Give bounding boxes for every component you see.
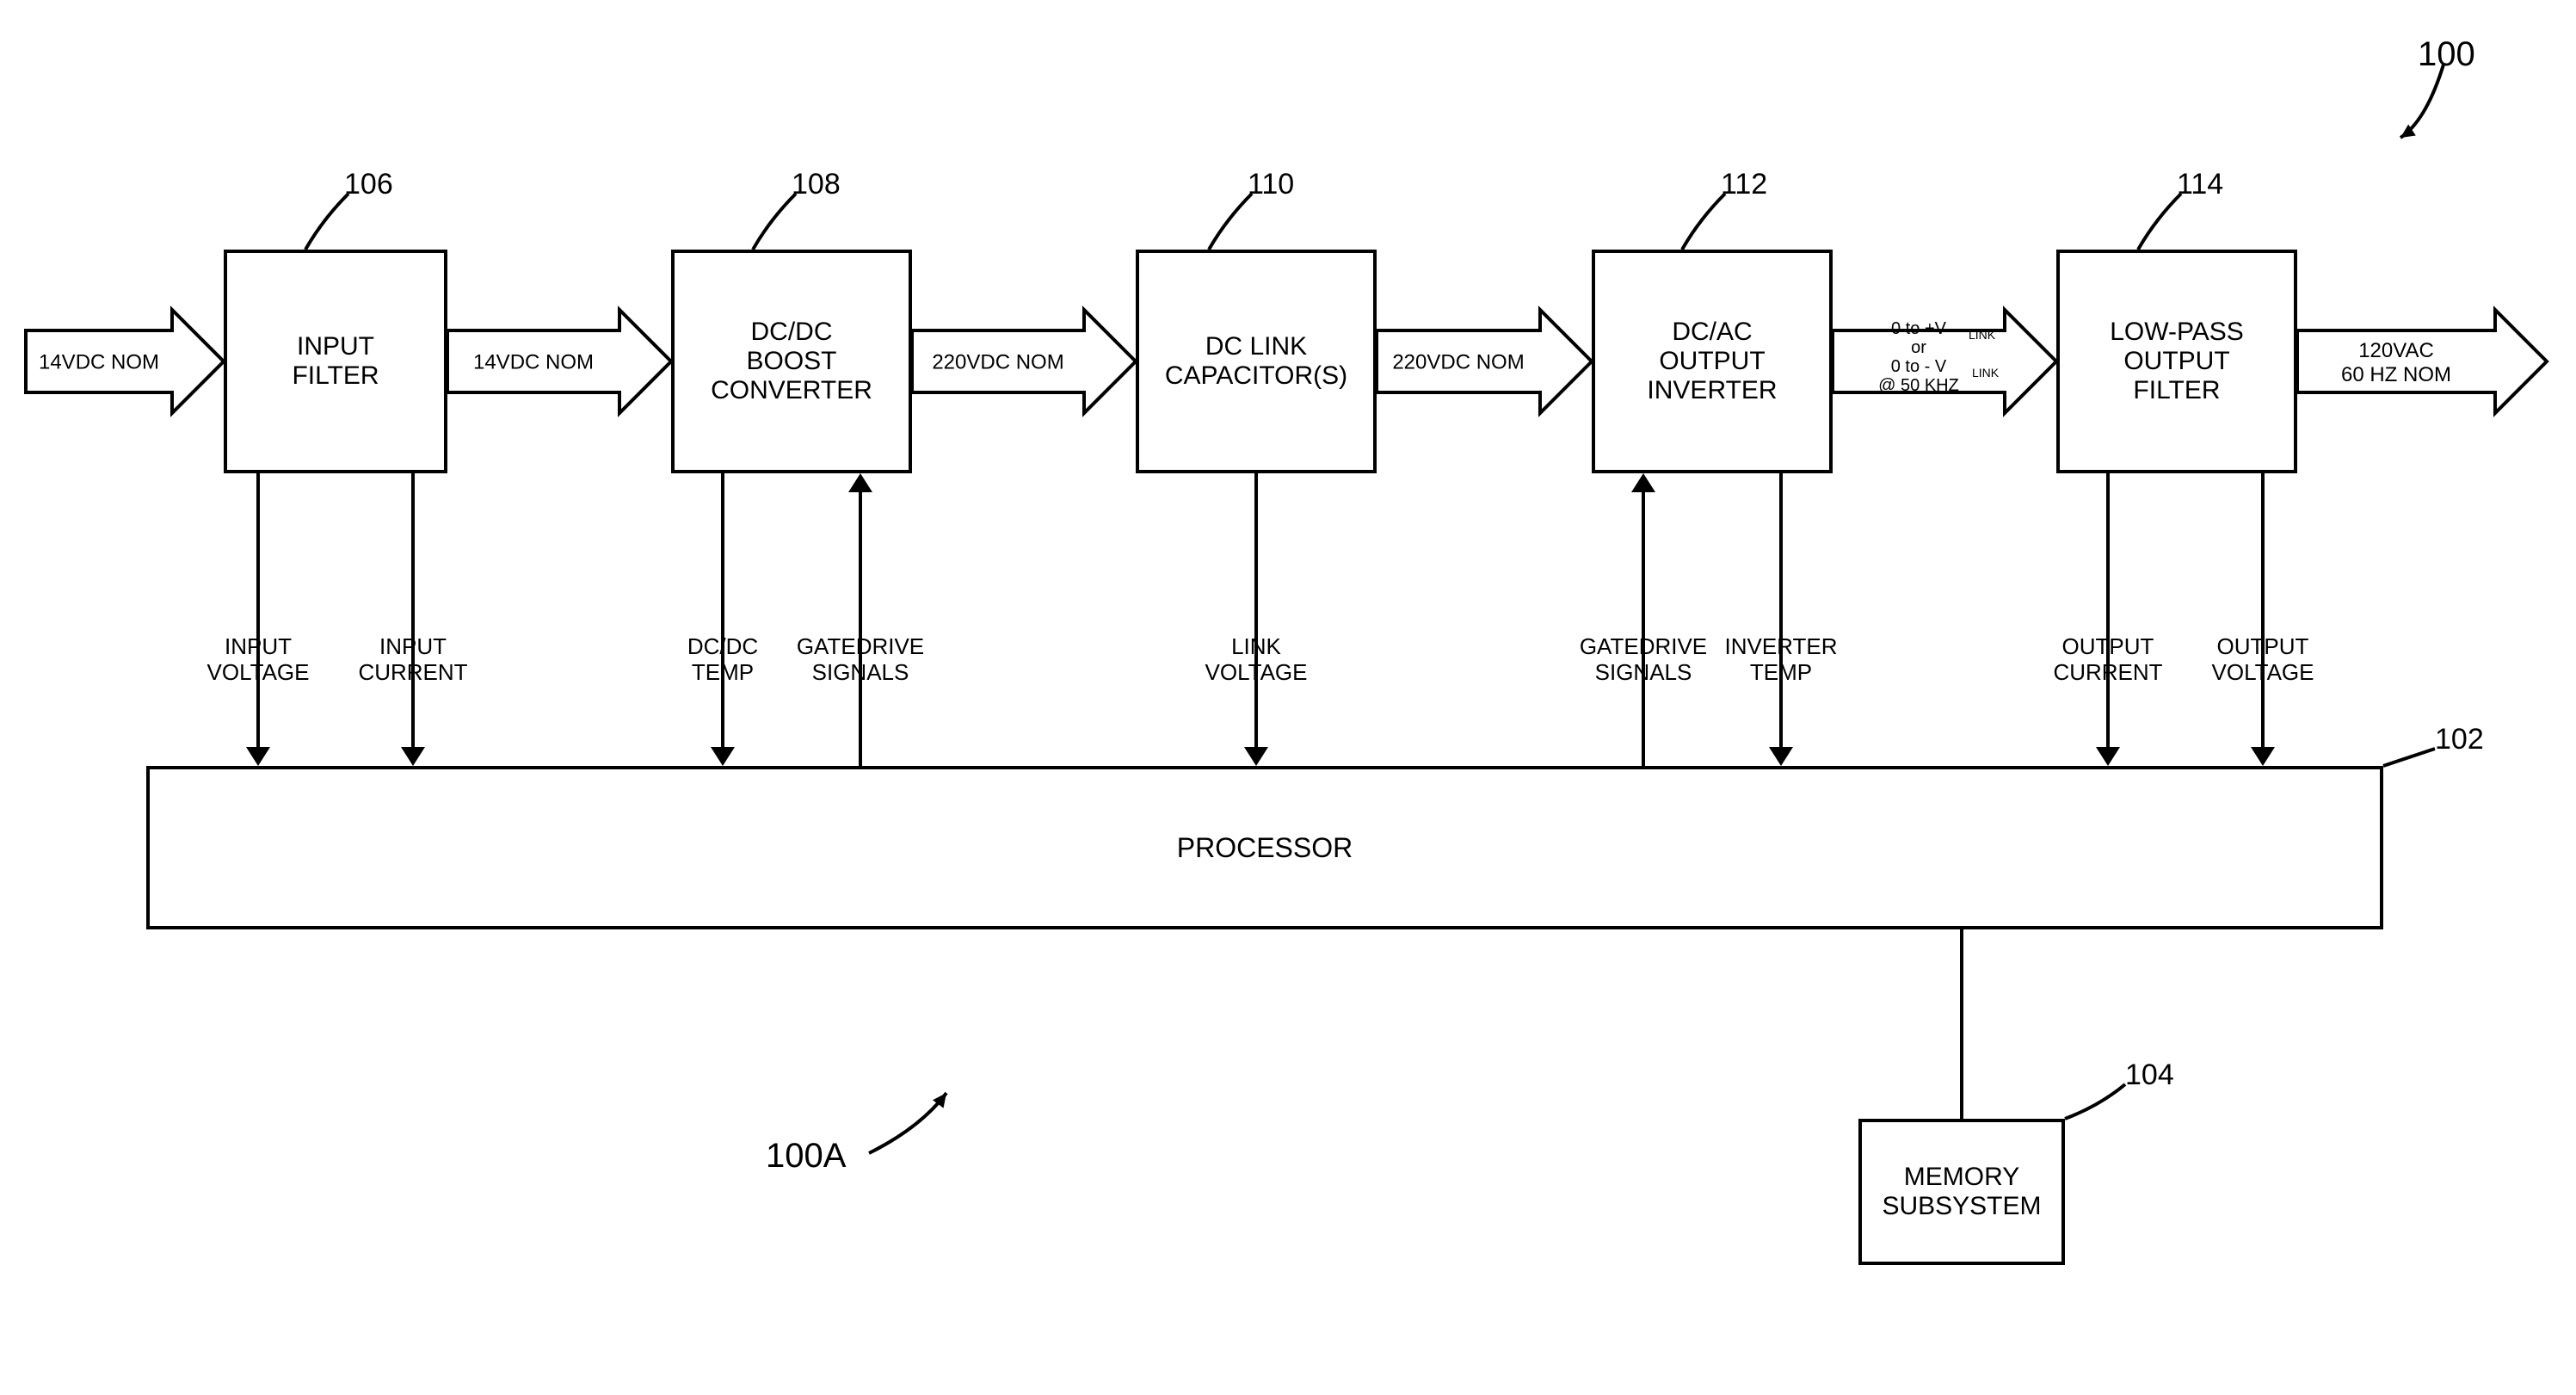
svg-text:0 to - V: 0 to - V <box>1891 357 1947 376</box>
svg-text:OUTPUTVOLTAGE: OUTPUTVOLTAGE <box>2212 633 2314 685</box>
diagram-stage: 100 100A 102 104 106 108 110 112 114 INP… <box>0 0 2576 1395</box>
ref-108: 108 <box>792 168 841 201</box>
svg-text:14VDC NOM: 14VDC NOM <box>39 350 159 373</box>
ref-106: 106 <box>344 168 393 201</box>
block-label: DC/DC BOOST CONVERTER <box>711 318 872 405</box>
svg-text:or: or <box>1911 338 1926 357</box>
svg-text:14VDC NOM: 14VDC NOM <box>473 350 594 373</box>
block-processor: PROCESSOR <box>146 766 2383 929</box>
svg-text:120VAC60 HZ NOM: 120VAC60 HZ NOM <box>2341 339 2451 386</box>
block-label: DC/AC OUTPUT INVERTER <box>1647 318 1777 405</box>
svg-text:@ 50 KHZ: @ 50 KHZ <box>1878 376 1959 395</box>
arrows-overlay: 14VDC NOM 14VDC NOM 220VDC NOM 220VDC NOM 0 … <box>0 0 2576 1395</box>
block-label: INPUT FILTER <box>292 332 379 391</box>
block-label: LOW-PASS OUTPUT FILTER <box>2110 318 2244 405</box>
block-memory: MEMORY SUBSYSTEM <box>1858 1119 2065 1265</box>
svg-text:INPUTVOLTAGE: INPUTVOLTAGE <box>207 633 310 685</box>
ref-114: 114 <box>2177 168 2223 201</box>
block-input-filter: INPUT FILTER <box>224 250 447 473</box>
svg-text:220VDC NOM: 220VDC NOM <box>932 350 1063 373</box>
svg-text:DC/DCTEMP: DC/DCTEMP <box>687 633 758 685</box>
block-output-inverter: DC/AC OUTPUT INVERTER <box>1592 250 1833 473</box>
svg-text:INVERTERTEMP: INVERTERTEMP <box>1725 633 1838 685</box>
block-link-capacitor: DC LINK CAPACITOR(S) <box>1136 250 1377 473</box>
ref-100A: 100A <box>766 1136 846 1176</box>
svg-text:OUTPUTCURRENT: OUTPUTCURRENT <box>2053 633 2162 685</box>
svg-text:0 to +V: 0 to +V <box>1891 319 1947 338</box>
svg-text:INPUTCURRENT: INPUTCURRENT <box>358 633 467 685</box>
ref-110: 110 <box>1248 168 1294 201</box>
ref-104: 104 <box>2125 1059 2174 1092</box>
block-label: DC LINK CAPACITOR(S) <box>1165 332 1347 391</box>
svg-text:LINK: LINK <box>1969 328 1996 342</box>
ref-112: 112 <box>1721 168 1767 201</box>
svg-text:LINK: LINK <box>1972 366 2000 380</box>
ref-102: 102 <box>2435 723 2484 756</box>
block-output-filter: LOW-PASS OUTPUT FILTER <box>2056 250 2297 473</box>
svg-text:220VDC NOM: 220VDC NOM <box>1392 350 1524 373</box>
block-boost-converter: DC/DC BOOST CONVERTER <box>671 250 912 473</box>
block-label: MEMORY SUBSYSTEM <box>1882 1163 2041 1221</box>
ref-100: 100 <box>2418 34 2475 74</box>
block-label: PROCESSOR <box>1177 832 1353 864</box>
svg-text:GATEDRIVESIGNALS: GATEDRIVESIGNALS <box>797 633 924 685</box>
svg-text:GATEDRIVESIGNALS: GATEDRIVESIGNALS <box>1580 633 1707 685</box>
svg-text:LINKVOLTAGE: LINKVOLTAGE <box>1205 633 1308 685</box>
